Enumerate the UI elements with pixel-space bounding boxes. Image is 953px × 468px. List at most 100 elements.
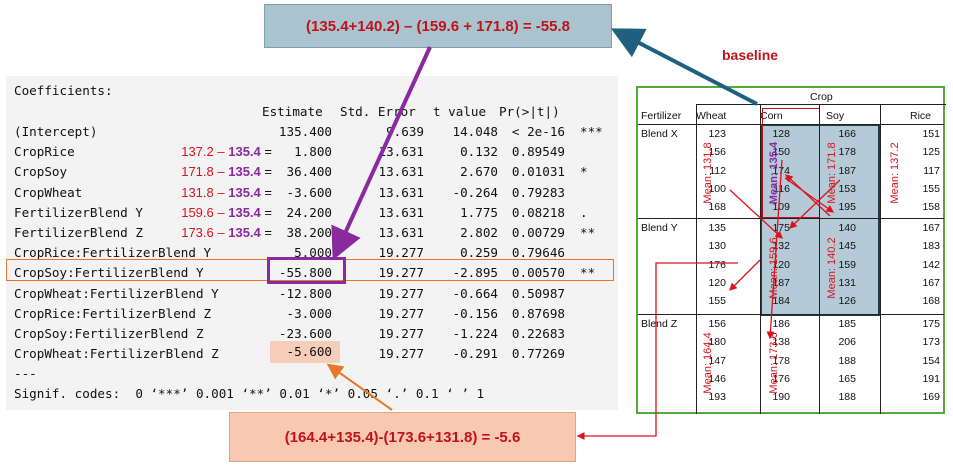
coef-std-error: 9.639 bbox=[386, 124, 424, 139]
coef-row: CropSoy 36.400 13.631 2.670 0.01031 * 171.8 – … bbox=[6, 162, 618, 182]
table-value: 117 bbox=[923, 164, 940, 177]
table-value: 123 bbox=[708, 128, 726, 140]
baseline-label: baseline bbox=[722, 47, 779, 63]
coef-name: CropWheat bbox=[14, 184, 83, 200]
coef-name: CropRice:FertilizerBlend Y bbox=[14, 245, 212, 261]
table-value: 125 bbox=[922, 146, 940, 159]
header-estimate: Estimate bbox=[262, 104, 323, 119]
coef-p-value: 0.00570 bbox=[511, 265, 565, 281]
coef-dashes: --- bbox=[14, 366, 37, 381]
table-value: 176 bbox=[772, 372, 790, 385]
note-baseline: 135.4 bbox=[228, 184, 261, 200]
table-value: 146 bbox=[708, 372, 726, 385]
coef-name: CropRice:FertilizerBlend Z bbox=[14, 305, 212, 321]
coef-row: CropWheat:FertilizerBlend Z -5.600 19.277 -… bbox=[6, 344, 618, 364]
header-rule bbox=[638, 124, 944, 125]
table-value: 206 bbox=[838, 336, 856, 349]
coef-row: CropRice 1.800 13.631 0.132 0.89549 137.2 – 1… bbox=[6, 142, 618, 162]
coef-diff-note: 159.6 – 135.4 = bbox=[181, 204, 272, 220]
coef-std-error: 13.631 bbox=[378, 184, 425, 200]
coef-name: FertilizerBlend Y bbox=[14, 204, 143, 220]
table-value: 166 bbox=[838, 128, 856, 140]
coef-name: CropSoy:FertilizerBlend Z bbox=[14, 326, 204, 341]
table-value: 151 bbox=[922, 128, 940, 140]
coef-p-value: 0.77269 bbox=[511, 346, 565, 362]
table-value: 159 bbox=[838, 258, 856, 271]
crop-fertilizer-data-table: Crop Fertilizer Wheat Corn Soy Rice Blend X… bbox=[636, 86, 946, 414]
coef-name: CropSoy bbox=[14, 164, 68, 180]
table-value: 185 bbox=[838, 318, 856, 330]
table-value: 168 bbox=[922, 295, 940, 308]
table-value: 140 bbox=[838, 222, 856, 234]
coef-signif: ** bbox=[580, 265, 596, 281]
coef-p-value: 0.22683 bbox=[511, 326, 565, 341]
coef-row: CropWheat:FertilizerBlend Y -12.800 19.277… bbox=[6, 284, 618, 304]
coef-p-value: 0.87698 bbox=[511, 305, 565, 321]
red-connector bbox=[576, 262, 738, 440]
note-baseline: 135.4 bbox=[228, 204, 261, 220]
table-value: 186 bbox=[772, 318, 790, 330]
coef-std-error: 19.277 bbox=[378, 305, 425, 321]
orange-arrow bbox=[326, 363, 393, 411]
table-value: 100 bbox=[708, 182, 726, 195]
coef-name: (Intercept) bbox=[14, 124, 98, 139]
coef-diff-note: 137.2 – 135.4 = bbox=[181, 144, 272, 160]
note-mean: 159.6 bbox=[181, 204, 214, 220]
coef-std-error: 19.277 bbox=[378, 326, 425, 341]
r-coefficients-output: Coefficients: Estimate Std. Error t valu… bbox=[6, 76, 618, 410]
coef-estimate: -3.000 bbox=[286, 305, 333, 321]
arrow-soy-back bbox=[785, 174, 831, 217]
coef-p-value: 0.79283 bbox=[511, 184, 565, 200]
note-baseline: 135.4 bbox=[228, 144, 261, 160]
coef-estimate: 38.200 bbox=[286, 225, 333, 240]
table-value: 165 bbox=[838, 372, 856, 385]
coef-diff-note: 131.8 – 135.4 = bbox=[181, 184, 272, 200]
fertilizer-label: Blend Z bbox=[641, 318, 678, 330]
table-value: 188 bbox=[838, 354, 856, 367]
table-value: 150 bbox=[772, 146, 790, 159]
table-value: 193 bbox=[708, 391, 726, 404]
header-t-value: t value bbox=[433, 104, 487, 119]
coef-t-value: -2.895 bbox=[452, 265, 499, 281]
coef-std-error: 19.277 bbox=[378, 265, 425, 281]
coef-row: CropSoy:FertilizerBlend Z -23.600 19.277 -1… bbox=[6, 324, 618, 344]
table-value: 109 bbox=[772, 201, 790, 214]
coef-std-error: 13.631 bbox=[378, 204, 425, 220]
coef-signif: ** bbox=[580, 225, 596, 240]
fertilizer-label: Blend Y bbox=[641, 222, 678, 234]
coef-row: FertilizerBlend Z 38.200 13.631 2.802 0.0072… bbox=[6, 223, 618, 243]
table-value: 131 bbox=[838, 276, 856, 289]
coef-estimate: 1.800 bbox=[294, 144, 332, 160]
coef-t-value: 1.775 bbox=[460, 204, 498, 220]
table-value: 187 bbox=[772, 276, 790, 289]
crop-header-wheat: Wheat bbox=[696, 110, 727, 122]
note-mean: 131.8 bbox=[181, 184, 214, 200]
table-value: 175 bbox=[922, 318, 940, 330]
table-value: 158 bbox=[922, 201, 940, 214]
arrow-corn-soy bbox=[784, 177, 835, 213]
table-value: 176 bbox=[708, 258, 726, 271]
group-rule bbox=[638, 218, 944, 219]
coef-name: FertilizerBlend Z bbox=[14, 225, 143, 240]
table-value: 156 bbox=[708, 318, 726, 330]
table-value: 180 bbox=[708, 336, 726, 349]
coef-p-value: < 2e-16 bbox=[511, 124, 565, 139]
coef-estimate: -23.600 bbox=[278, 326, 332, 341]
note-mean: 173.6 bbox=[181, 225, 214, 240]
coef-estimate: -3.600 bbox=[286, 184, 333, 200]
signif-codes: Signif. codes: 0 ‘***’ 0.001 ‘**’ 0.01 ‘… bbox=[14, 386, 485, 401]
coef-estimate: 5.000 bbox=[294, 245, 332, 261]
coef-p-value: 0.50987 bbox=[511, 285, 565, 301]
coef-name: CropWheat:FertilizerBlend Z bbox=[14, 346, 219, 362]
table-value: 195 bbox=[838, 201, 856, 214]
coef-estimate: 24.200 bbox=[286, 204, 333, 220]
table-value: 190 bbox=[772, 391, 790, 404]
coef-t-value: -0.664 bbox=[452, 285, 499, 301]
coef-name: CropRice bbox=[14, 144, 75, 160]
coef-estimate: 36.400 bbox=[286, 164, 333, 180]
coef-t-value: 0.259 bbox=[460, 245, 498, 261]
column-rule bbox=[760, 104, 761, 414]
coef-row: (Intercept) 135.400 9.639 14.048 < 2e-16 *** bbox=[6, 122, 618, 142]
coef-row: CropSoy:FertilizerBlend Y -55.800 19.277 -2… bbox=[6, 263, 618, 283]
